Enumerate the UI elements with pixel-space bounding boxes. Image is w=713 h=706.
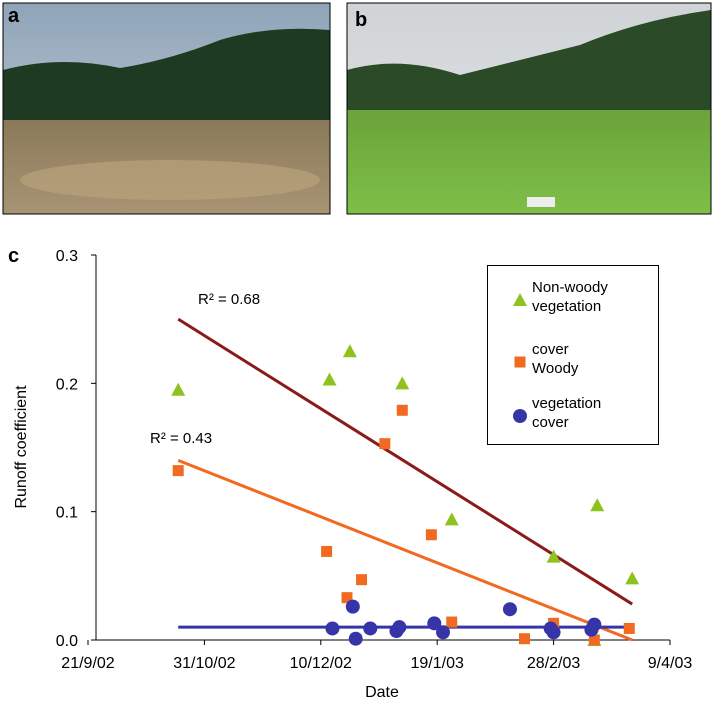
triangle-marker: [546, 549, 561, 563]
annotation: R² = 0.68: [198, 291, 260, 308]
photo-a: [2, 2, 331, 215]
circle-marker: [345, 599, 360, 614]
y-tick-label: 0.2: [56, 376, 78, 393]
trend-line: [177, 458, 633, 642]
square-marker: [425, 529, 437, 541]
triangle-marker: [444, 512, 459, 526]
triangle-marker: [625, 571, 640, 585]
triangle-marker: [395, 376, 410, 390]
square-marker: [172, 465, 184, 477]
x-tick-label: 31/10/02: [173, 655, 235, 672]
circle-marker: [325, 621, 340, 636]
square-marker: [356, 574, 368, 586]
circle-marker: [436, 625, 451, 640]
square-marker: [588, 634, 600, 646]
x-tick-label: 9/4/03: [648, 655, 693, 672]
legend-swatch: [513, 409, 527, 423]
circle-marker: [502, 602, 517, 617]
y-tick-label: 0.3: [56, 248, 78, 265]
triangle-marker: [342, 344, 357, 358]
x-tick-label: 19/1/03: [411, 655, 464, 672]
legend: Non-woody vegetation cover Woody vegetatio…: [487, 265, 659, 445]
circle-marker: [587, 617, 602, 632]
square-marker: [519, 633, 530, 645]
triangle-marker: [590, 498, 605, 512]
legend-swatch: [514, 356, 526, 368]
circle-marker: [392, 620, 407, 635]
y-axis-label: Runoff coefficient: [13, 385, 30, 509]
square-marker: [321, 545, 333, 557]
triangle-marker: [513, 293, 527, 306]
square-marker: [396, 404, 408, 416]
x-tick-label: 10/12/02: [290, 655, 352, 672]
circle-marker: [348, 631, 363, 646]
annotation: R² = 0.43: [150, 430, 212, 447]
circle-marker: [363, 621, 378, 636]
square-marker: [514, 356, 526, 368]
panel-label: b: [355, 9, 367, 31]
triangle-marker: [171, 382, 186, 396]
square-marker: [623, 622, 635, 634]
x-tick-label: 28/2/03: [527, 655, 580, 672]
y-tick-label: 0.1: [56, 505, 78, 522]
circle-marker: [427, 616, 442, 631]
photo-b: [346, 2, 712, 215]
legend-label: cover Woody: [532, 341, 579, 377]
x-tick-label: 21/9/02: [61, 655, 114, 672]
square-marker: [341, 592, 353, 604]
y-tick-label: 0.0: [56, 633, 78, 650]
legend-label: vegetation cover: [532, 395, 602, 431]
circle-marker: [513, 409, 527, 423]
square-marker: [446, 616, 458, 628]
circle-marker: [546, 625, 561, 640]
square-marker: [379, 438, 391, 450]
legend-swatch: [513, 293, 527, 306]
panel-label: a: [8, 5, 20, 27]
triangle-marker: [322, 372, 337, 386]
legend-label: Non-woody vegetation: [532, 279, 608, 315]
x-axis-label: Date: [365, 684, 399, 701]
chart: Runoff coefficient Date R² = 0.68 R² = 0…: [13, 248, 692, 701]
panel-label: c: [8, 245, 19, 267]
